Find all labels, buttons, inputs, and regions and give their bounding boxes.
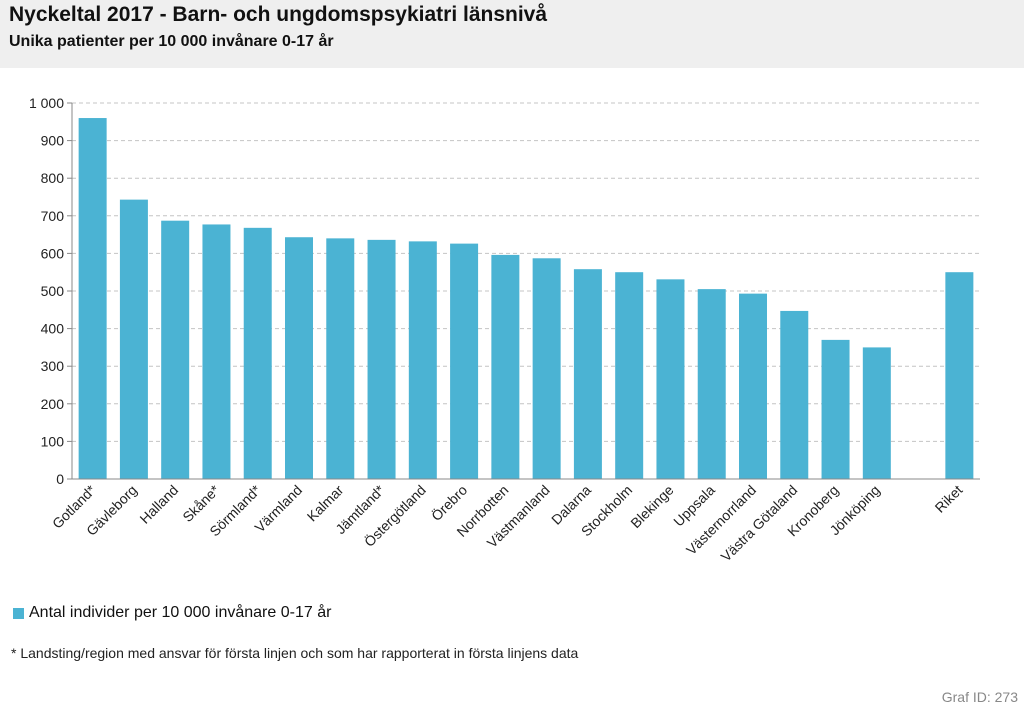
bar — [450, 243, 479, 479]
bar — [78, 118, 107, 479]
bar — [367, 239, 396, 479]
bar — [491, 254, 520, 479]
y-tick-label: 0 — [56, 471, 64, 487]
y-tick-label: 300 — [41, 358, 65, 374]
y-tick-label: 800 — [41, 170, 65, 186]
chart-header: Nyckeltal 2017 - Barn- och ungdomspsykia… — [0, 0, 1024, 68]
y-tick-label: 1 000 — [29, 95, 64, 111]
chart-title: Nyckeltal 2017 - Barn- och ungdomspsykia… — [9, 3, 548, 26]
x-axis-ticks: Gotland*GävleborgHallandSkåne*Sörmland*V… — [49, 481, 966, 565]
bar — [326, 238, 355, 479]
footnote: * Landsting/region med ansvar för första… — [11, 645, 579, 661]
y-tick-label: 500 — [41, 283, 65, 299]
legend-label: Antal individer per 10 000 invånare 0-17… — [29, 604, 332, 621]
bar — [739, 293, 767, 479]
bars — [78, 118, 974, 480]
bar — [697, 289, 726, 479]
bar — [656, 279, 685, 479]
y-tick-label: 900 — [41, 133, 65, 149]
chart-subtitle: Unika patienter per 10 000 invånare 0-17… — [9, 33, 334, 50]
x-tick-label: Riket — [932, 482, 966, 516]
bar — [408, 241, 437, 479]
graph-id: Graf ID: 273 — [941, 689, 1018, 705]
bar — [780, 310, 809, 479]
bar — [161, 220, 190, 480]
y-tick-label: 200 — [41, 396, 65, 412]
x-tick-label: Blekinge — [627, 482, 676, 531]
y-tick-label: 100 — [41, 433, 65, 449]
bar — [532, 258, 561, 479]
y-tick-label: 600 — [41, 245, 65, 261]
y-tick-label: 700 — [41, 208, 65, 224]
bar — [615, 272, 644, 479]
bar — [821, 339, 850, 479]
bar-chart: 0 100 200 300 400 500 600 700 800 900 1 000 Gotlan… — [29, 95, 980, 565]
bar — [573, 269, 602, 479]
bar — [862, 347, 891, 479]
bar — [285, 237, 313, 479]
legend: Antal individer per 10 000 invånare 0-17… — [13, 604, 331, 622]
x-tick-label: Halland — [136, 482, 181, 527]
y-axis-ticks: 0 100 200 300 400 500 600 700 800 900 1 000 — [29, 95, 72, 487]
bar — [945, 272, 974, 479]
bar — [119, 199, 148, 479]
bar — [202, 224, 231, 479]
legend-swatch — [13, 607, 24, 619]
y-tick-label: 400 — [41, 321, 65, 337]
bar — [243, 227, 272, 479]
